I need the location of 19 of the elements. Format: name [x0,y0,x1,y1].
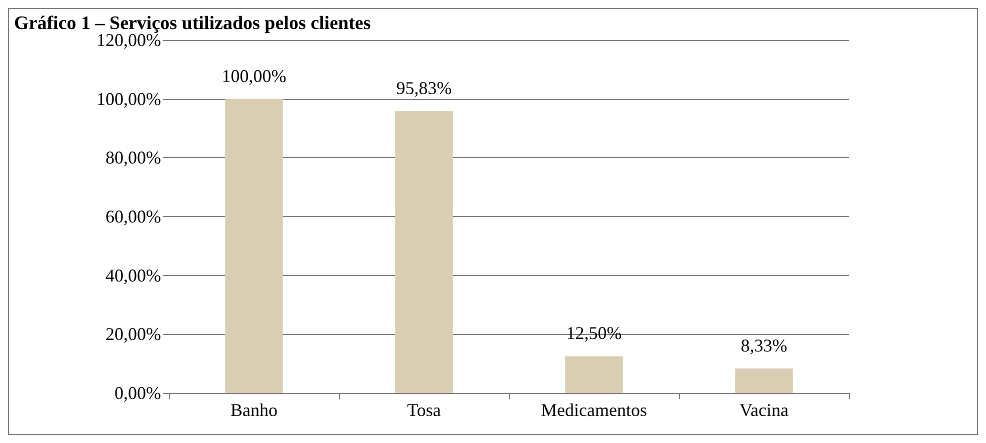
y-tick-label: 100,00% [96,88,161,109]
y-tick-label: 0,00% [114,383,161,403]
data-label: 12,50% [566,323,622,344]
data-label: 95,83% [396,78,452,98]
x-tick-label: Tosa [407,400,441,420]
data-label: 100,00% [222,66,286,86]
y-tick-label: 80,00% [106,148,161,168]
chart-title: Gráfico 1 – Serviços utilizados pelos clientes [14,13,371,34]
x-tick-label: Medicamentos [541,400,647,420]
y-tick-label: 40,00% [106,265,161,286]
bar [395,111,453,393]
x-tick-label: Banho [230,400,278,420]
y-tick-label: 20,00% [106,324,161,344]
data-label: 8,33% [740,335,788,356]
bar [565,356,623,393]
bar [225,98,283,393]
bar [735,368,793,393]
y-tick-label: 60,00% [106,206,161,226]
x-tick-label: Vacina [740,400,788,420]
